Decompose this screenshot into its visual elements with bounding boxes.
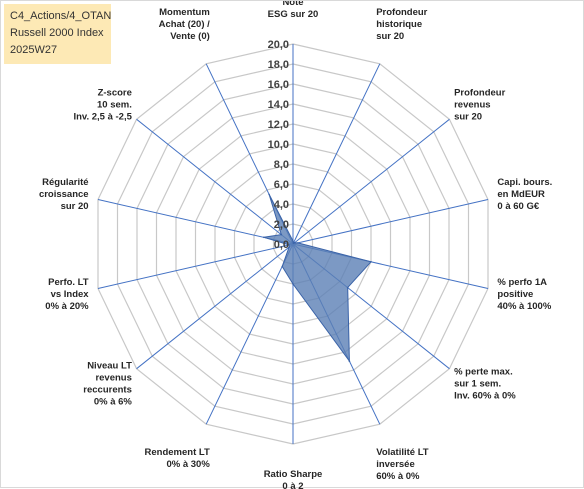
axis-label-line: 0 à 60 G€ [497,201,539,212]
tick-label: 14,0 [268,99,289,111]
axis-label: Profondeur revenus sur 20 [454,87,505,122]
axis-label-line: Capi. bours. [497,177,552,188]
axis-label: Note ESG sur 20 [268,1,319,20]
axis-label-line: croissance [39,189,89,200]
axis-label-line: Achat (20) / [159,19,211,30]
axis-label-line: % perfo 1A [497,277,547,288]
axis-label-line: % perte max. [454,367,513,378]
data-point [263,236,265,239]
axis-label-line: 0% à 30% [166,459,210,470]
axis-spoke [97,199,294,245]
tick-label: 12,0 [268,119,289,131]
axis-spoke [136,118,294,245]
axis-label-line: revenus [454,99,490,110]
tick-label: 20,0 [268,39,289,51]
axis-label-line: sur 1 sem. [454,379,501,390]
data-point [280,233,283,236]
axis-label: Ratio Sharpe 0 à 2 [264,469,323,489]
axis-label-line: Inv. 2,5 à -2,5 [73,111,132,122]
axis-label: Momentum Achat (20) / Vente (0) [159,7,211,42]
title-line-3: 2025W27 [10,44,58,56]
axis-label-line: sur 20 [61,201,89,212]
axis-label-line: Perfo. LT [48,277,89,288]
axis-label: Perfo. LT vs Index 0% à 20% [45,277,89,312]
tick-label: 16,0 [268,79,289,91]
axis-spoke [136,243,294,370]
chart-title-box: C4_Actions/4_OTAN Russell 2000 Index 202… [4,4,111,64]
data-point [288,244,290,246]
axis-label-line: Momentum [159,7,210,18]
data-point [297,242,299,244]
axis-label-line: 0 à 2 [282,481,303,489]
tick-label: 18,0 [268,59,289,71]
data-point [288,246,290,248]
axis-label-line: Profondeur [454,87,505,98]
data-point [281,265,284,268]
axis-label-line: reccurents [83,385,132,396]
axis-label-line: 10 sem. [97,99,132,110]
axis-label-line: 0% à 20% [45,301,89,312]
axis-label-line: vs Index [51,289,90,300]
axis-label-line: revenus [95,373,131,384]
tick-label: 6,0 [274,179,289,191]
axis-label: % perte max. sur 1 sem. Inv. 60% à 0% [454,367,516,402]
axis-spoke [97,243,294,289]
axis-label-line: Profondeur [376,7,427,18]
data-point [292,283,294,285]
data-point [292,242,295,244]
axis-label-line: Régularité [42,177,88,188]
data-point [348,360,351,362]
tick-label: 0,0 [274,239,289,251]
axis-label-line: en MdEUR [497,189,545,200]
data-point [292,240,294,242]
tick-label: 8,0 [274,159,289,171]
axis-spoke [292,118,450,245]
axis-label-line: ESG sur 20 [268,9,319,20]
axis-label-line: Rendement LT [145,447,210,458]
axis-labels: Note ESG sur 20 Profondeur historique sur 20… [39,1,552,489]
axis-label: Profondeur historique sur 20 [376,7,427,42]
tick-label: 2,0 [274,219,289,231]
axis-label-line: sur 20 [376,31,404,42]
title-line-2: Russell 2000 Index [10,27,104,39]
data-point [268,193,270,196]
axis-label-line: Inv. 60% à 0% [454,391,516,402]
data-point [370,261,372,263]
radial-ticks: 0,0 2,0 4,0 6,0 8,0 10,0 12,0 14,0 16,0 18,0 20,0 [268,39,289,251]
axis-label-line: 40% à 100% [497,301,551,312]
axis-label: Régularité croissance sur 20 [39,177,89,212]
axis-label-line: sur 20 [454,111,482,122]
axis-label: Niveau LT revenus reccurents 0% à 6% [83,361,132,408]
radar-series [263,193,372,363]
axis-label-line: Niveau LT [87,361,132,372]
axis-label-line: Z-score [98,87,132,98]
axis-label: Volatilité LT inversée 60% à 0% [376,447,429,482]
axis-label: % perfo 1A positive 40% à 100% [497,277,551,312]
tick-label: 4,0 [274,199,289,211]
axis-label-line: 60% à 0% [376,471,420,482]
axis-label: Z-score 10 sem. Inv. 2,5 à -2,5 [73,87,132,122]
axis-label-line: Volatilité LT [376,447,429,458]
axis-label-line: inversée [376,459,415,470]
axis-label: Capi. bours. en MdEUR 0 à 60 G€ [497,177,552,212]
axis-label-line: 0% à 6% [94,397,133,408]
title-line-1: C4_Actions/4_OTAN [10,10,112,22]
axis-label-line: Ratio Sharpe [264,469,323,480]
axis-spoke [292,199,489,245]
data-point [293,242,296,244]
axis-label-line: Vente (0) [170,31,210,42]
axis-spoke [292,63,381,245]
axis-label-line: positive [497,289,533,300]
data-point [346,286,349,289]
axis-label-line: historique [376,19,422,30]
tick-label: 10,0 [268,139,289,151]
axis-label-line: Note [282,1,303,8]
axis-label: Rendement LT 0% à 30% [145,447,211,470]
axis-spoke [205,243,294,425]
